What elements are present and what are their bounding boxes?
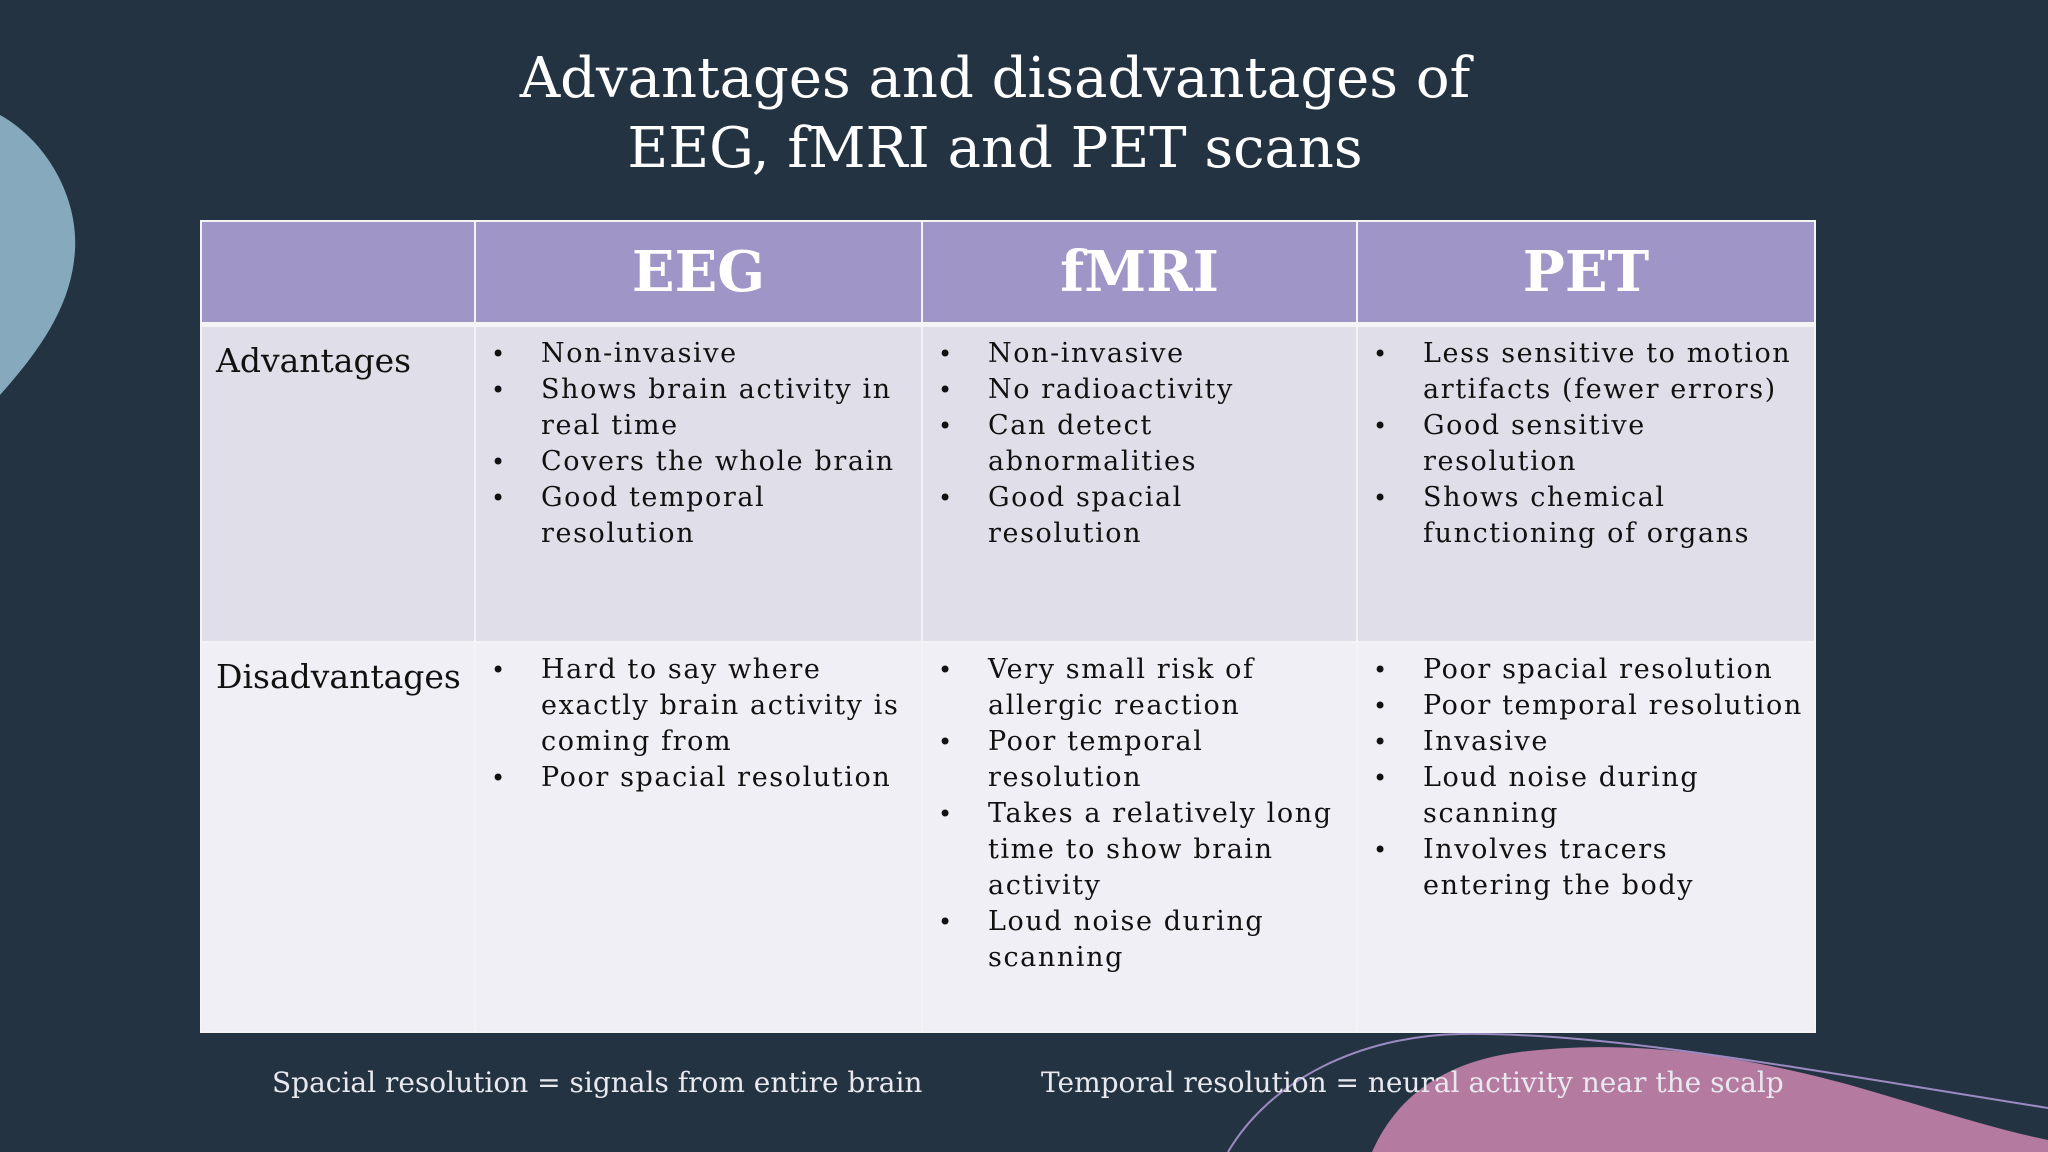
list-item: • Good spacial resolution bbox=[938, 482, 1183, 549]
cell-eeg-advantages: • Non-invasive • Shows brain activity in r… bbox=[474, 323, 923, 643]
bullet-icon: • bbox=[938, 340, 954, 368]
list-item: • Less sensitive to motion artifacts (few… bbox=[1373, 338, 1792, 405]
list-item: • Non-invasive bbox=[491, 336, 912, 372]
list-item: • Poor temporal resolution bbox=[1373, 688, 1805, 724]
bullet-icon: • bbox=[491, 448, 507, 476]
list-item: • Hard to say where exactly brain activit… bbox=[491, 654, 900, 757]
row-label-advantages: Advantages bbox=[200, 323, 476, 643]
bullet-icon: • bbox=[1373, 340, 1389, 368]
bullet-icon: • bbox=[1373, 412, 1389, 440]
list-item: • No radioactivity bbox=[938, 372, 1347, 408]
bullet-list: • Very small risk of allergic reaction • P… bbox=[924, 644, 1355, 976]
bullet-icon: • bbox=[938, 656, 954, 684]
bottom-right-blob-shape bbox=[1372, 1047, 2048, 1152]
bullet-list: • Non-invasive • No radioactivity • Can det… bbox=[924, 328, 1355, 552]
footnote-temporal-resolution: Temporal resolution = neural activity ne… bbox=[1041, 1066, 1784, 1099]
bullet-list: • Hard to say where exactly brain activit… bbox=[477, 644, 920, 796]
bullet-icon: • bbox=[938, 484, 954, 512]
list-item: • Shows brain activity in real time bbox=[491, 374, 892, 441]
list-item: • Poor spacial resolution bbox=[1373, 652, 1805, 688]
bullet-list: • Less sensitive to motion artifacts (few… bbox=[1359, 328, 1813, 552]
list-item: • Poor spacial resolution bbox=[491, 760, 912, 796]
cell-fmri-advantages: • Non-invasive • No radioactivity • Can det… bbox=[921, 323, 1358, 643]
list-item: • Takes a relatively long time to show br… bbox=[938, 798, 1333, 901]
list-item: • Invasive bbox=[1373, 724, 1805, 760]
header-pet: PET bbox=[1356, 220, 1816, 327]
bullet-icon: • bbox=[938, 800, 954, 828]
bullet-icon: • bbox=[491, 376, 507, 404]
header-eeg: EEG bbox=[474, 220, 923, 327]
bullet-icon: • bbox=[1373, 836, 1389, 864]
list-item: • Can detect abnormalities bbox=[938, 410, 1198, 477]
list-item: • Involves tracers entering the body bbox=[1373, 834, 1695, 901]
list-item: • Shows chemical functioning of organs bbox=[1373, 482, 1751, 549]
advantages-row: Advantages • Non-invasive • Shows brain ac… bbox=[200, 323, 1816, 643]
bullet-list: • Poor spacial resolution • Poor temporal … bbox=[1359, 644, 1813, 904]
bullet-icon: • bbox=[1373, 764, 1389, 792]
list-item: • Good sensitive resolution bbox=[1373, 410, 1646, 477]
header-empty-cell bbox=[200, 220, 476, 327]
list-item: • Non-invasive bbox=[938, 336, 1347, 372]
list-item: • Very small risk of allergic reaction bbox=[938, 654, 1255, 721]
disadvantages-row: Disadvantages • Hard to say where exactly… bbox=[200, 641, 1816, 1033]
cell-pet-advantages: • Less sensitive to motion artifacts (few… bbox=[1356, 323, 1816, 643]
list-item: • Loud noise during scanning bbox=[1373, 762, 1700, 829]
bullet-icon: • bbox=[938, 908, 954, 936]
slide-title: Advantages and disadvantages of EEG, fMR… bbox=[0, 44, 1990, 184]
bullet-icon: • bbox=[1373, 728, 1389, 756]
bullet-icon: • bbox=[491, 656, 507, 684]
bullet-icon: • bbox=[491, 764, 507, 792]
comparison-table: EEG fMRI PET Advantages • Non-invasive • S… bbox=[200, 220, 1816, 1033]
cell-pet-disadvantages: • Poor spacial resolution • Poor temporal … bbox=[1356, 641, 1816, 1033]
slide-title-line-2: EEG, fMRI and PET scans bbox=[627, 116, 1363, 181]
bullet-icon: • bbox=[1373, 656, 1389, 684]
bullet-icon: • bbox=[1373, 692, 1389, 720]
list-item: • Good temporal resolution bbox=[491, 482, 766, 549]
cell-eeg-disadvantages: • Hard to say where exactly brain activit… bbox=[474, 641, 923, 1033]
bullet-list: • Non-invasive • Shows brain activity in r… bbox=[477, 328, 920, 552]
list-item: • Loud noise during scanning bbox=[938, 906, 1265, 973]
row-label-disadvantages: Disadvantages bbox=[200, 641, 476, 1033]
bullet-icon: • bbox=[938, 412, 954, 440]
bullet-icon: • bbox=[1373, 484, 1389, 512]
header-row: EEG fMRI PET bbox=[200, 220, 1816, 327]
cell-fmri-disadvantages: • Very small risk of allergic reaction • P… bbox=[921, 641, 1358, 1033]
bullet-icon: • bbox=[938, 728, 954, 756]
bullet-icon: • bbox=[491, 340, 507, 368]
list-item: • Poor temporal resolution bbox=[938, 726, 1204, 793]
slide-title-line-1: Advantages and disadvantages of bbox=[519, 46, 1471, 111]
bullet-icon: • bbox=[491, 484, 507, 512]
header-fmri: fMRI bbox=[921, 220, 1358, 327]
footnote-spatial-resolution: Spacial resolution = signals from entire… bbox=[272, 1066, 923, 1099]
list-item: • Covers the whole brain bbox=[491, 444, 912, 480]
bullet-icon: • bbox=[938, 376, 954, 404]
